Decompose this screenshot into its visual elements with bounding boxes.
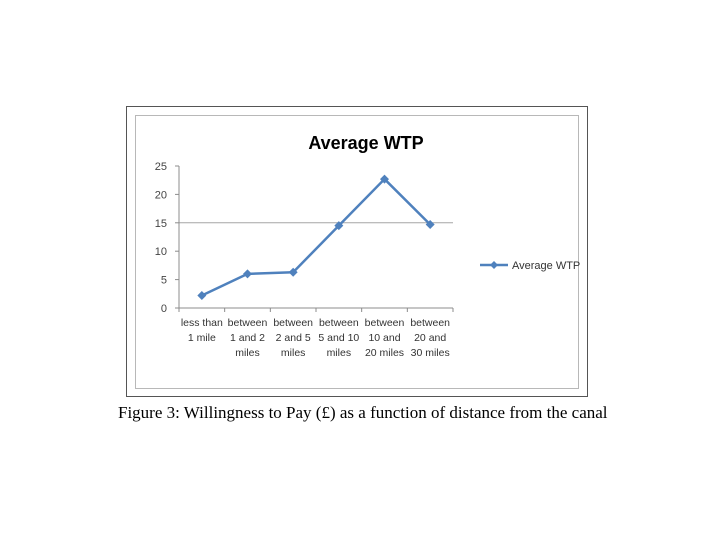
x-tick-label: less than 1 mile [181, 317, 223, 344]
x-tick-label-line: 20 miles [365, 347, 404, 359]
x-tick-label-line: 1 mile [188, 332, 216, 344]
data-point [425, 220, 435, 230]
x-tick-label-line: between [365, 317, 405, 329]
x-tick-label-line: 5 and 10 [318, 332, 359, 344]
chart-area: Average WTP 0 5 10 15 20 25 less than 1 mile betw… [135, 115, 580, 389]
line-chart: Average WTP 0 5 10 15 20 25 less than 1 mile betw… [155, 133, 580, 359]
legend-label: Average WTP [512, 260, 580, 272]
x-tick-label-line: between [228, 317, 268, 329]
x-tick-label: between 20 and 30 miles [410, 317, 450, 359]
data-point [243, 269, 252, 279]
data-point [288, 267, 298, 277]
figure-caption: Figure 3: Willingness to Pay (£) as a fu… [118, 403, 608, 422]
y-tick-label: 10 [155, 246, 167, 258]
x-tick-label-line: 30 miles [411, 347, 450, 359]
y-tick-label: 25 [155, 161, 167, 173]
x-tick-label: between 1 and 2 miles [228, 317, 268, 359]
x-tick-label-line: miles [327, 347, 352, 359]
x-tick-label-line: miles [281, 347, 306, 359]
series-line [201, 177, 432, 297]
y-tick-label: 15 [155, 218, 167, 230]
chart-title: Average WTP [308, 133, 423, 153]
x-tick-label-line: less than [181, 317, 223, 329]
data-point [334, 221, 344, 231]
x-tick-label: between 2 and 5 miles [273, 317, 313, 359]
x-tick-label-line: 20 and [414, 332, 446, 344]
y-tick-label: 5 [161, 275, 167, 287]
x-tick-label-line: 10 and [368, 332, 400, 344]
x-tick-label-line: 2 and 5 [276, 332, 311, 344]
x-tick-label-line: between [319, 317, 359, 329]
x-tick-label: between 5 and 10 miles [318, 317, 359, 359]
y-tick-label: 0 [161, 303, 167, 315]
x-tick-label-line: between [410, 317, 450, 329]
x-tick-label-line: between [273, 317, 313, 329]
figure-frame: Average WTP 0 5 10 15 20 25 less than 1 mile betw… [126, 106, 588, 397]
x-tick-label-line: 1 and 2 [230, 332, 265, 344]
x-tick-label-line: miles [235, 347, 260, 359]
data-point [380, 174, 389, 184]
x-tick-label: between 10 and 20 miles [365, 317, 405, 359]
legend-marker [490, 261, 498, 269]
data-point [197, 291, 207, 301]
y-tick-label: 20 [155, 189, 167, 201]
